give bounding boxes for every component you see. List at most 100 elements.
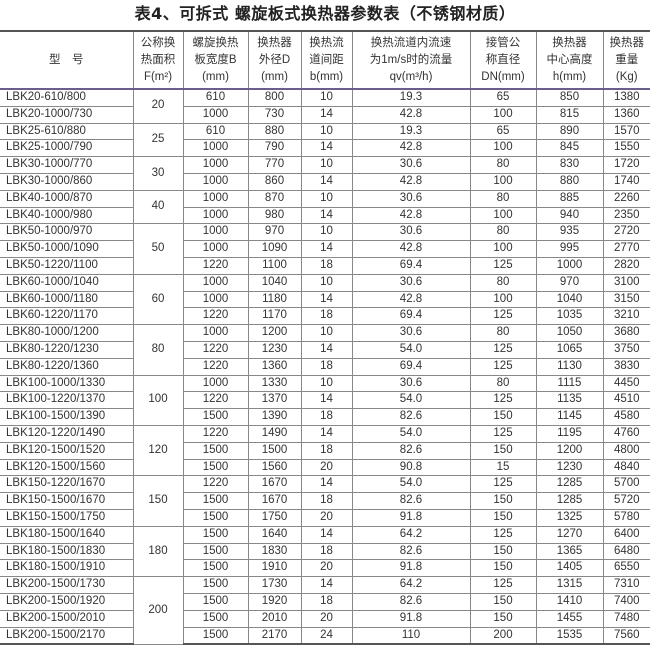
cell-center-height: 890 <box>535 122 604 141</box>
cell-center-height: 1405 <box>535 559 604 578</box>
cell-plate-width: 1500 <box>182 609 249 628</box>
cell-nozzle-dn: 125 <box>469 424 537 443</box>
cell-weight: 7480 <box>602 609 650 628</box>
cell-nozzle-dn: 125 <box>469 525 537 544</box>
cell-outer-diameter: 1500 <box>247 441 302 460</box>
cell-flow-rate: 30.6 <box>351 324 471 342</box>
cell-model: LBK50-1000/1090 <box>0 240 134 258</box>
table-row: LBK150-1220/1670 150 1220 1670 14 54.0 125 1285… <box>0 475 650 527</box>
cell-flow-rate: 91.8 <box>351 508 471 527</box>
cell-outer-diameter: 1560 <box>247 458 302 477</box>
cell-plate-width: 1000 <box>182 189 249 208</box>
cell-flow-rate: 69.4 <box>351 256 471 275</box>
cell-outer-diameter: 880 <box>247 122 302 141</box>
parameter-table: 型 号 公称换 热面积 F(m²) 螺旋换热 板宽度B (mm) 换热器 外径D (mm) 换热流道… <box>0 30 650 646</box>
table-row: LBK120-1500/1560 1500 1560 20 90.8 15 1230 4840 <box>0 458 650 477</box>
cell-model: LBK120-1500/1520 <box>0 441 134 460</box>
cell-plate-width: 1000 <box>182 105 249 124</box>
cell-plate-width: 1220 <box>182 357 249 376</box>
cell-nozzle-dn: 150 <box>469 559 537 578</box>
table-row: LBK30-1000/860 1000 860 14 42.8 100 880 1740 <box>0 172 650 191</box>
table-row: LBK25-1000/790 1000 790 14 42.8 100 845 1550 <box>0 139 650 158</box>
cell-channel-gap: 14 <box>300 475 353 494</box>
header-line: 称直径 <box>485 53 521 66</box>
cell-center-height: 1115 <box>535 374 604 393</box>
cell-area: 80 <box>132 324 184 376</box>
cell-model: LBK180-1500/1830 <box>0 542 134 561</box>
cell-weight: 2350 <box>602 206 650 225</box>
cell-model: LBK30-1000/770 <box>0 156 134 174</box>
cell-nozzle-dn: 80 <box>469 374 537 393</box>
cell-nozzle-dn: 80 <box>469 324 537 342</box>
table-row: LBK150-1500/1670 1500 1670 18 82.6 150 1285 572… <box>0 492 650 510</box>
cell-channel-gap: 10 <box>300 156 353 174</box>
cell-channel-gap: 10 <box>300 374 353 393</box>
cell-plate-width: 1500 <box>182 508 249 527</box>
cell-weight: 3150 <box>602 290 650 309</box>
cell-flow-rate: 42.8 <box>351 240 471 258</box>
cell-outer-diameter: 1100 <box>247 256 302 275</box>
cell-flow-rate: 30.6 <box>351 273 471 292</box>
cell-flow-rate: 42.8 <box>351 172 471 191</box>
cell-plate-width: 1220 <box>182 340 249 359</box>
cell-weight: 3210 <box>602 307 650 326</box>
cell-flow-rate: 82.6 <box>351 492 471 510</box>
cell-center-height: 1410 <box>535 592 604 611</box>
cell-plate-width: 1000 <box>182 324 249 342</box>
cell-channel-gap: 20 <box>300 609 353 628</box>
cell-center-height: 970 <box>535 273 604 292</box>
header-model: 型 号 <box>0 30 134 90</box>
cell-channel-gap: 14 <box>300 576 353 594</box>
cell-outer-diameter: 1920 <box>247 592 302 611</box>
cell-nozzle-dn: 15 <box>469 458 537 477</box>
header-line: 热面积 <box>140 53 176 66</box>
cell-center-height: 1065 <box>535 340 604 359</box>
cell-center-height: 1325 <box>535 508 604 527</box>
cell-center-height: 1285 <box>535 475 604 494</box>
table-row: LBK40-1000/980 1000 980 14 42.8 100 940 2350 <box>0 206 650 225</box>
cell-channel-gap: 14 <box>300 525 353 544</box>
cell-plate-width: 610 <box>182 88 249 107</box>
cell-flow-rate: 54.0 <box>351 475 471 494</box>
header-line: 换热器 <box>609 36 645 49</box>
cell-nozzle-dn: 150 <box>469 592 537 611</box>
cell-model: LBK25-610/880 <box>0 122 134 141</box>
cell-model: LBK80-1220/1230 <box>0 340 134 359</box>
cell-model: LBK100-1500/1390 <box>0 408 134 426</box>
cell-weight: 1380 <box>602 88 650 107</box>
cell-model: LBK120-1220/1490 <box>0 424 134 443</box>
cell-plate-width: 1500 <box>182 441 249 460</box>
cell-nozzle-dn: 150 <box>469 542 537 561</box>
cell-channel-gap: 10 <box>300 88 353 107</box>
header-outer-diameter: 换热器 外径D (mm) <box>247 30 302 90</box>
cell-model: LBK120-1500/1560 <box>0 458 134 477</box>
cell-model: LBK200-1500/1920 <box>0 592 134 611</box>
cell-plate-width: 1000 <box>182 206 249 225</box>
cell-nozzle-dn: 125 <box>469 357 537 376</box>
cell-plate-width: 1500 <box>182 626 249 646</box>
cell-model: LBK150-1220/1670 <box>0 475 134 494</box>
cell-outer-diameter: 1910 <box>247 559 302 578</box>
cell-outer-diameter: 1390 <box>247 408 302 426</box>
cell-channel-gap: 20 <box>300 559 353 578</box>
cell-model: LBK200-1500/1730 <box>0 576 134 594</box>
header-line: 接管公 <box>485 36 521 49</box>
cell-outer-diameter: 730 <box>247 105 302 124</box>
table-row: LBK180-1500/1830 1500 1830 18 82.6 150 1365 648… <box>0 542 650 561</box>
cell-area: 30 <box>132 156 184 191</box>
table-row: LBK80-1220/1230 1220 1230 14 54.0 125 1065 3750 <box>0 340 650 359</box>
cell-weight: 6480 <box>602 542 650 561</box>
cell-weight: 4510 <box>602 391 650 410</box>
header-flow-rate: 换热流道内流速 为1m/s时的流量 qv(m³/h) <box>351 30 471 90</box>
cell-outer-diameter: 1670 <box>247 475 302 494</box>
cell-flow-rate: 82.6 <box>351 592 471 611</box>
cell-model: LBK40-1000/980 <box>0 206 134 225</box>
cell-center-height: 1135 <box>535 391 604 410</box>
cell-outer-diameter: 1040 <box>247 273 302 292</box>
cell-plate-width: 1220 <box>182 391 249 410</box>
cell-nozzle-dn: 125 <box>469 475 537 494</box>
header-line: 换热流道内流速 <box>370 36 452 49</box>
table-row: LBK180-1500/1640 180 1500 1640 14 64.2 125 1270… <box>0 525 650 578</box>
table-row: LBK200-1500/2010 1500 2010 20 91.8 150 1455 748… <box>0 609 650 628</box>
cell-center-height: 1195 <box>535 424 604 443</box>
